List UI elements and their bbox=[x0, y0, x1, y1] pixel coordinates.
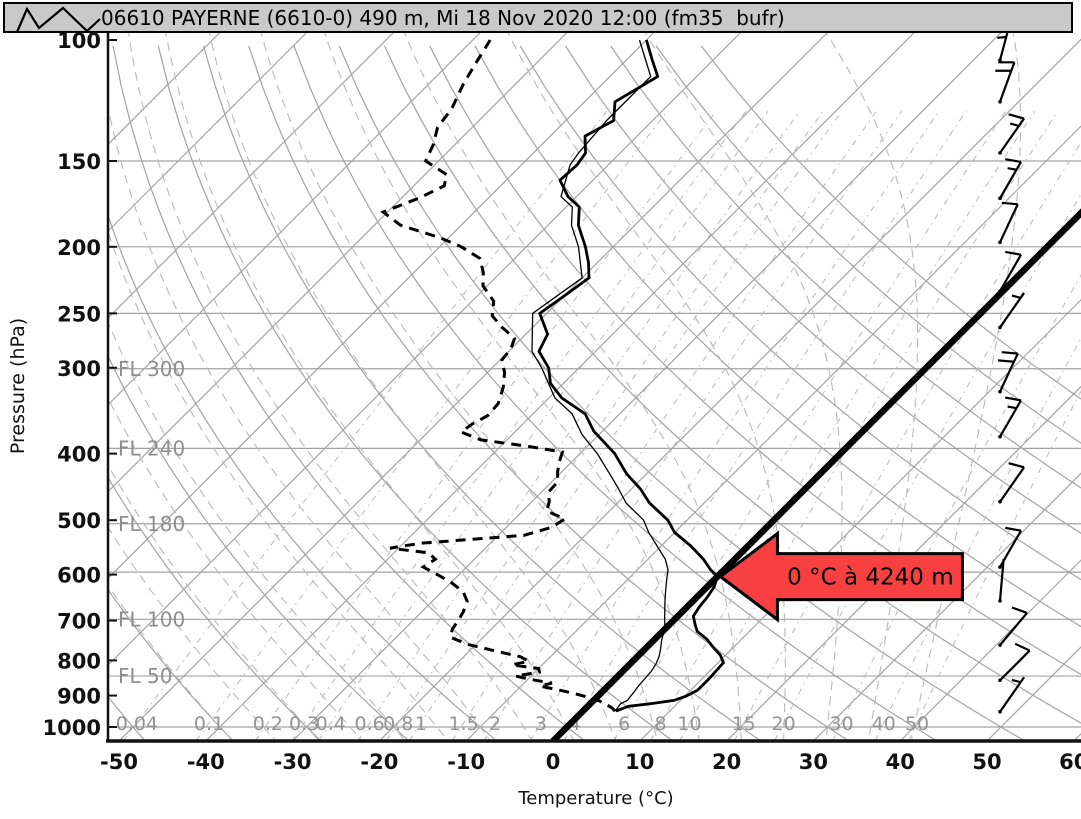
pressure-axis-title: Pressure (hPa) bbox=[7, 318, 29, 454]
temperature-curve bbox=[537, 39, 725, 713]
mixing-ratio-label: 1.5 bbox=[449, 713, 479, 735]
temperature-tick-label: 10 bbox=[625, 750, 654, 774]
mixing-ratio-label: 0.1 bbox=[194, 713, 224, 735]
temperature-tick-label: 0 bbox=[546, 750, 561, 774]
mixing-ratio-label: 30 bbox=[829, 713, 853, 735]
zigzag-mountains-icon bbox=[15, 6, 101, 33]
temperature-tick-label: -50 bbox=[100, 750, 138, 774]
mixing-ratio-label: 20 bbox=[772, 713, 796, 735]
mixing-ratio-label: 0.04 bbox=[116, 713, 158, 735]
mixing-ratio-label: 50 bbox=[905, 713, 929, 735]
mixing-ratio-label: 2 bbox=[489, 713, 501, 735]
wind-barb-column bbox=[992, 18, 1031, 714]
temperature-tick-label: 20 bbox=[712, 750, 741, 774]
pressure-tick-label: 800 bbox=[57, 649, 101, 673]
temperature-tick-label: 30 bbox=[799, 750, 828, 774]
flight-level-label: FL 240 bbox=[118, 436, 185, 460]
mixing-ratio-label: 40 bbox=[872, 713, 896, 735]
wind-barb bbox=[998, 292, 1025, 330]
wind-barb bbox=[998, 606, 1028, 647]
pressure-tick-label: 500 bbox=[57, 509, 101, 533]
pressure-tick-label: 1000 bbox=[43, 716, 101, 740]
mixing-ratio-label: 0.3 bbox=[289, 713, 319, 735]
mixing-ratio-label: 0.4 bbox=[316, 713, 346, 735]
temperature-tick-label: 40 bbox=[886, 750, 915, 774]
pressure-tick-label: 200 bbox=[57, 236, 101, 260]
wind-barb bbox=[998, 558, 1005, 603]
wind-barb bbox=[998, 396, 1022, 439]
wet-bulb-curve bbox=[531, 39, 669, 712]
wind-barb bbox=[995, 61, 1016, 104]
freezing-level-label: 0 °C à 4240 m bbox=[787, 565, 953, 591]
wind-barb bbox=[998, 676, 1025, 714]
plot-area: 0.04 0.1 0.2 0.30.4 0.60.8 1 1.5 2 3 4 6 8 10 15 20 30 4… bbox=[108, 31, 1081, 741]
header-bar: 06610 PAYERNE (6610-0) 490 m, Mi 18 Nov … bbox=[3, 2, 1073, 33]
pressure-tick-label: 900 bbox=[57, 685, 101, 709]
pressure-tick-label: 400 bbox=[57, 443, 101, 467]
temperature-tick-label: -10 bbox=[447, 750, 485, 774]
wind-barb bbox=[998, 462, 1025, 504]
pressure-tick-label: 250 bbox=[57, 302, 101, 326]
wind-barb bbox=[997, 351, 1019, 394]
dewpoint-curve bbox=[380, 39, 617, 713]
mixing-ratio-label: 0.8 bbox=[383, 713, 413, 735]
zero-degree-isotherm bbox=[550, 208, 1081, 741]
wind-barb bbox=[998, 158, 1022, 201]
wind-barb bbox=[998, 642, 1031, 683]
mixing-ratio-label: 1 bbox=[415, 713, 427, 735]
page-title: 06610 PAYERNE (6610-0) 490 m, Mi 18 Nov … bbox=[101, 5, 785, 30]
pressure-tick-label: 150 bbox=[57, 150, 101, 174]
pressure-tick-label: 600 bbox=[57, 564, 101, 588]
freezing-level-arrow bbox=[717, 530, 964, 623]
mixing-ratio-label: 3 bbox=[535, 713, 547, 735]
flight-level-label: FL 180 bbox=[118, 512, 185, 536]
temperature-tick-label: -20 bbox=[360, 750, 398, 774]
mixing-ratio-label: 6 bbox=[618, 713, 630, 735]
mixing-ratio-label: 10 bbox=[677, 713, 701, 735]
pressure-tick-label: 700 bbox=[57, 610, 101, 634]
pressure-tick-label: 300 bbox=[57, 357, 101, 381]
wind-barb bbox=[998, 201, 1019, 245]
flight-level-label: FL 50 bbox=[118, 664, 172, 688]
pressure-tick-label: 100 bbox=[57, 29, 101, 53]
temperature-tick-label: 60 bbox=[1059, 750, 1081, 774]
wind-barb bbox=[998, 113, 1025, 155]
flight-level-label: FL 100 bbox=[118, 607, 185, 631]
temperature-tick-label: 50 bbox=[972, 750, 1001, 774]
mixing-ratio-label: 8 bbox=[654, 713, 666, 735]
temperature-axis-title: Temperature (°C) bbox=[517, 788, 673, 809]
flight-level-label: FL 300 bbox=[118, 357, 185, 381]
temperature-tick-label: -30 bbox=[274, 750, 312, 774]
mixing-ratio-label: 15 bbox=[732, 713, 756, 735]
temperature-tick-label: -40 bbox=[187, 750, 225, 774]
mixing-ratio-label: 0.6 bbox=[355, 713, 385, 735]
wind-barb bbox=[998, 250, 1022, 293]
mixing-ratio-label: 0.2 bbox=[253, 713, 283, 735]
